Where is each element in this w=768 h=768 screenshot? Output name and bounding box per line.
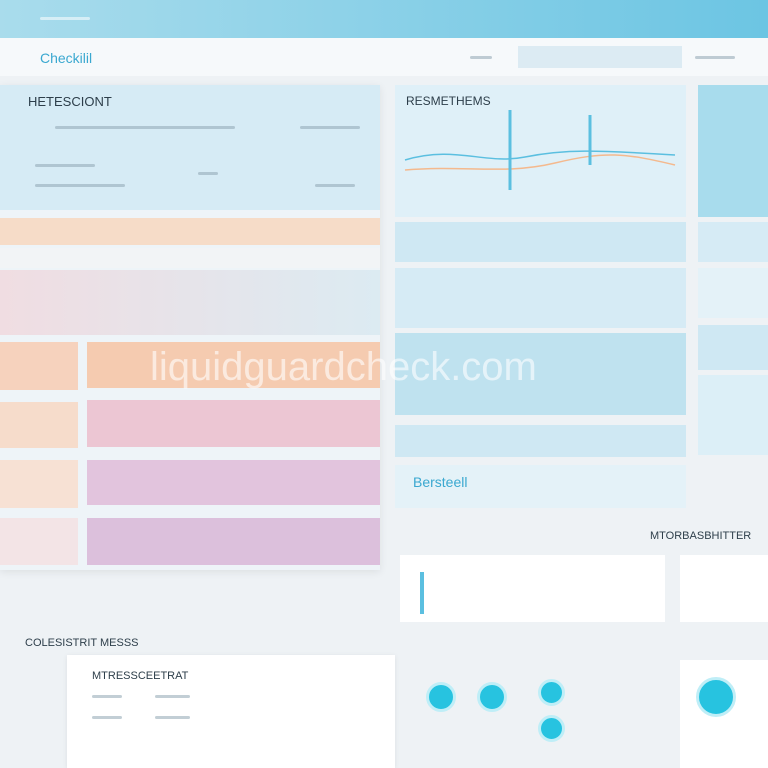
list-row[interactable] (87, 518, 380, 565)
text-line (92, 716, 122, 719)
text-line (35, 164, 95, 167)
side-card (698, 268, 768, 318)
table-header (0, 218, 380, 245)
side-chart (698, 85, 768, 217)
status-dot[interactable] (477, 682, 507, 712)
status-dot[interactable] (538, 679, 565, 706)
info-card (400, 555, 665, 622)
list-row[interactable] (87, 400, 380, 447)
text-line (55, 126, 235, 129)
text-line (155, 695, 190, 698)
section-title: HETESCIONT (28, 94, 112, 109)
text-line (40, 17, 90, 20)
chart-card (395, 85, 686, 217)
side-card (698, 222, 768, 262)
stat-row (395, 425, 686, 457)
row-label (0, 342, 78, 390)
status-dot[interactable] (538, 715, 565, 742)
brand[interactable]: Checkilil (40, 50, 93, 66)
summary-section (0, 85, 380, 210)
text-line (315, 184, 355, 187)
bar-icon (420, 572, 424, 614)
watermark: liquidguardcheck.com (150, 345, 537, 389)
blue-label: Bersteell (413, 474, 468, 490)
list-row[interactable] (87, 342, 380, 388)
info-card (680, 555, 768, 622)
nav-item[interactable] (470, 56, 492, 59)
card-title: MTRESSCEETRAT (92, 670, 189, 682)
top-band (0, 0, 768, 38)
decorative-chart (404, 110, 676, 190)
chart-title: RESMETHEMS (406, 94, 491, 108)
list-row[interactable] (87, 460, 380, 505)
stat-row (395, 222, 686, 262)
section-title: MTORBASBHITTER (650, 530, 752, 542)
stat-row (395, 333, 686, 415)
status-dot[interactable] (696, 677, 736, 717)
message-card (67, 655, 395, 768)
row-label (0, 460, 78, 508)
row-label (0, 402, 78, 448)
text-line (198, 172, 218, 175)
side-card (698, 375, 768, 455)
text-line (92, 695, 122, 698)
stat-row (395, 465, 686, 508)
section-title: COLESISTRIT MESSS (25, 637, 139, 649)
text-line (300, 126, 360, 129)
text-line (35, 184, 125, 187)
nav-item[interactable] (695, 56, 735, 59)
text-line (155, 716, 190, 719)
table-row (0, 248, 380, 268)
side-card (698, 325, 768, 370)
search-box[interactable] (518, 46, 682, 68)
status-dot[interactable] (426, 682, 456, 712)
table-row (0, 270, 380, 335)
row-label (0, 518, 78, 565)
stat-row (395, 268, 686, 328)
